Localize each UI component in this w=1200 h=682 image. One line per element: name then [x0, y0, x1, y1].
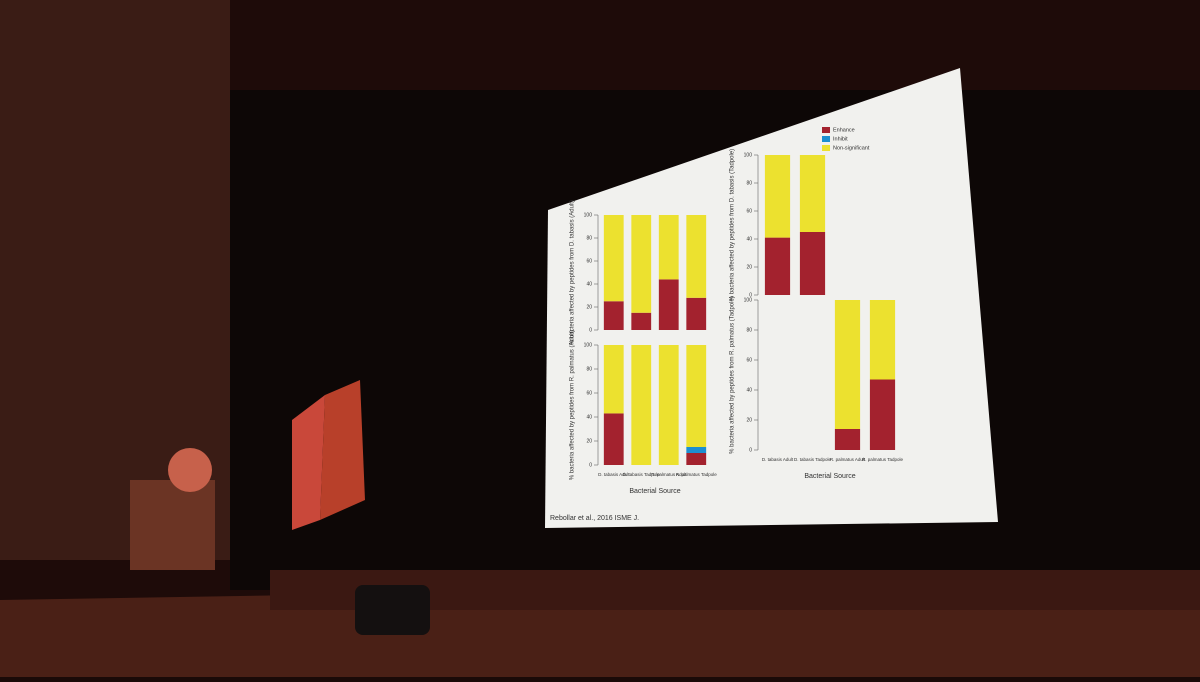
- bar-segment: [686, 297, 707, 330]
- y-axis-label: % bacteria affected by peptides from R. …: [570, 330, 576, 480]
- y-tick-label: 100: [584, 342, 593, 348]
- bar-segment: [869, 300, 896, 380]
- x-tick-label: D. tabasis Tadpole: [623, 472, 660, 477]
- bar-segment: [686, 215, 707, 298]
- bar-segment: [799, 155, 826, 232]
- x-tick-label: R. palmatus Adult: [830, 457, 866, 462]
- bar-segment: [603, 215, 624, 302]
- bar-segment: [686, 453, 707, 465]
- x-axis-label: Bacterial Source: [629, 488, 680, 495]
- y-tick-label: 0: [589, 327, 592, 333]
- y-axis-label: % bacteria affected by peptides from R. …: [730, 296, 736, 454]
- y-axis-label: % bacteria affected by peptides from D. …: [730, 149, 736, 301]
- bar-segment: [631, 345, 652, 465]
- y-tick-label: 80: [746, 327, 752, 333]
- y-tick-label: 0: [749, 292, 752, 298]
- x-tick-label: R. palmatus Tadpole: [676, 472, 717, 477]
- bar-segment: [869, 379, 896, 450]
- legend-label: Non-significant: [833, 145, 870, 151]
- bar-segment: [686, 447, 707, 453]
- legend-swatch: [822, 127, 830, 133]
- y-tick-label: 40: [586, 281, 592, 287]
- bar-segment: [603, 413, 624, 465]
- y-tick-label: 80: [586, 366, 592, 372]
- bar-segment: [764, 237, 791, 295]
- bar-segment: [658, 279, 679, 330]
- bar-segment: [834, 300, 861, 429]
- bar-segment: [686, 345, 707, 447]
- x-axis-label: Bacterial Source: [804, 473, 855, 480]
- y-tick-label: 20: [586, 438, 592, 444]
- bar-segment: [764, 155, 791, 238]
- y-tick-label: 80: [746, 180, 752, 186]
- x-tick-label: D. tabasis Tadpole: [794, 457, 831, 462]
- y-tick-label: 0: [749, 447, 752, 453]
- y-tick-label: 80: [586, 235, 592, 241]
- bar-segment: [631, 215, 652, 313]
- y-tick-label: 40: [746, 387, 752, 393]
- bar-segment: [603, 301, 624, 330]
- bar-segment: [603, 345, 624, 414]
- x-tick-label: R. palmatus Tadpole: [862, 457, 903, 462]
- podium: [130, 480, 215, 570]
- legend-swatch: [822, 136, 830, 142]
- x-tick-label: R. palmatus Adult: [651, 472, 687, 477]
- legend-swatch: [822, 145, 830, 151]
- y-tick-label: 20: [746, 264, 752, 270]
- bar-segment: [834, 429, 861, 450]
- presenter: [168, 448, 212, 492]
- y-tick-label: 20: [746, 417, 752, 423]
- x-tick-label: D. tabasis Adult: [598, 472, 630, 477]
- y-tick-label: 100: [744, 152, 753, 158]
- y-tick-label: 20: [586, 304, 592, 310]
- y-tick-label: 40: [746, 236, 752, 242]
- y-tick-label: 100: [584, 212, 593, 218]
- speaker-box: [355, 585, 430, 635]
- flag: [320, 380, 365, 520]
- x-tick-label: D. tabasis Adult: [762, 457, 794, 462]
- y-tick-label: 60: [586, 258, 592, 264]
- citation: Rebollar et al., 2016 ISME J.: [550, 515, 639, 522]
- y-tick-label: 40: [586, 414, 592, 420]
- legend-label: Inhibit: [833, 136, 848, 142]
- y-tick-label: 100: [744, 297, 753, 303]
- legend-label: Enhance: [833, 127, 855, 133]
- bar-segment: [658, 345, 679, 465]
- flag: [292, 395, 325, 530]
- y-axis-label: % bacteria affected by peptides from D. …: [570, 200, 576, 345]
- y-tick-label: 0: [589, 462, 592, 468]
- bar-segment: [658, 215, 679, 280]
- bar-segment: [799, 232, 826, 295]
- y-tick-label: 60: [746, 357, 752, 363]
- y-tick-label: 60: [746, 208, 752, 214]
- bar-segment: [631, 312, 652, 330]
- y-tick-label: 60: [586, 390, 592, 396]
